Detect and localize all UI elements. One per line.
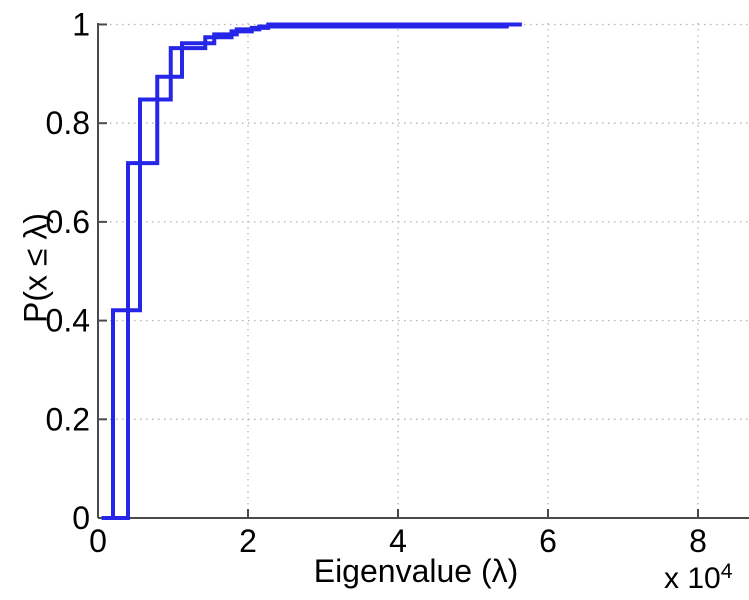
x-axis-exponent-sup: 4: [720, 560, 733, 583]
y-tick-label: 0.4: [46, 303, 90, 339]
y-tick-label: 1: [72, 6, 90, 42]
x-axis-exponent-label: x 104: [664, 560, 732, 596]
x-tick-label: 2: [239, 523, 257, 559]
y-tick-label: 0.6: [46, 204, 90, 240]
x-tick-label: 4: [389, 523, 407, 559]
x-tick-label: 0: [89, 523, 107, 559]
y-tick-label: 0.2: [46, 401, 90, 437]
y-tick-label: 0: [72, 500, 90, 536]
x-axis-label: Eigenvalue (λ): [313, 553, 519, 589]
y-tick-label: 0.8: [46, 105, 90, 141]
x-axis-exponent-base: x 10: [664, 562, 721, 595]
cdf-curve-1: [101, 22, 522, 520]
y-axis-label: P(x ≤ λ): [17, 213, 54, 323]
x-tick-label: 6: [539, 523, 557, 559]
x-tick-label: 8: [689, 523, 707, 559]
